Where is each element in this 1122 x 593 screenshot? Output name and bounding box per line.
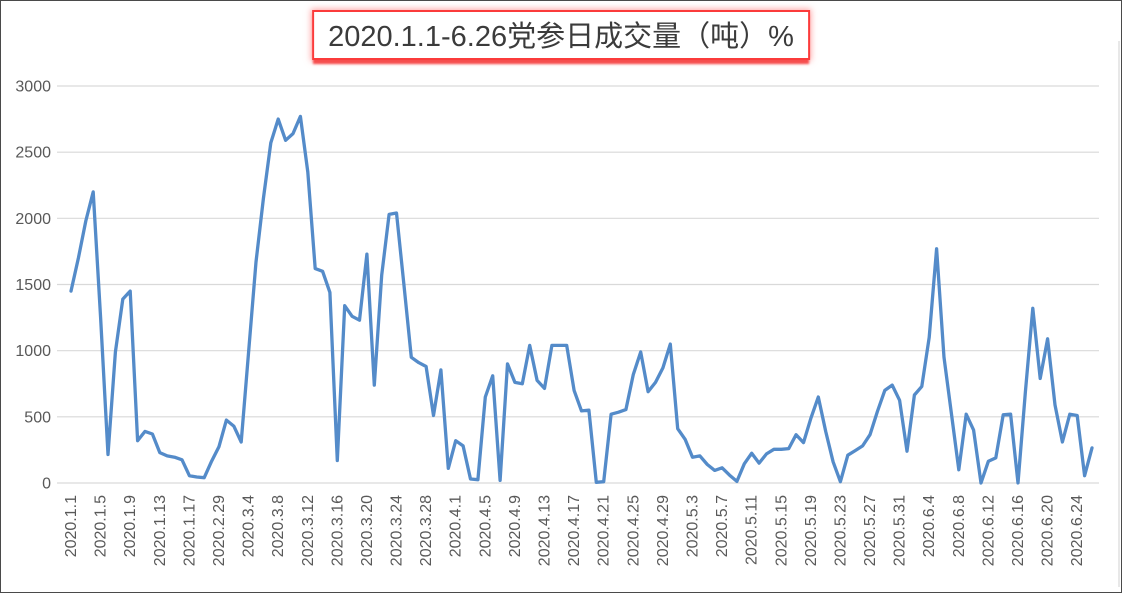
x-axis-tick-label: 2020.5.7 [714,495,731,557]
y-axis-tick-label: 0 [42,476,51,493]
x-axis-tick-label: 2020.3.8 [270,495,287,557]
x-axis-tick-label: 2020.5.31 [892,495,909,566]
volume-line-series [69,114,1094,485]
x-axis-tick-label: 2020.1.9 [122,495,139,557]
x-axis-tick-label: 2020.3.12 [300,495,317,566]
x-axis-tick-label: 2020.4.25 [625,495,642,566]
x-axis-tick-label: 2020.1.1 [63,495,80,557]
y-axis-tick-label: 500 [24,409,51,426]
x-axis-tick-label: 2020.3.20 [359,495,376,566]
x-axis-tick-label: 2020.6.16 [1010,495,1027,566]
x-axis-tick-label: 2020.3.4 [241,495,258,557]
y-axis-tick-label: 1000 [15,343,51,360]
x-axis-tick-label: 2020.5.27 [862,495,879,566]
x-axis-tick-label: 2020.3.28 [418,495,435,566]
x-axis-tick-label: 2020.6.24 [1069,495,1086,566]
x-axis-tick-label: 2020.3.24 [389,495,406,566]
x-axis-tick-label: 2020.5.11 [744,495,761,565]
x-axis-tick-label: 2020.4.9 [507,495,524,557]
x-axis-tick-label: 2020.2.29 [211,495,228,566]
y-axis-tick-label: 3000 [15,79,51,96]
x-axis-tick-label: 2020.1.5 [93,495,110,557]
x-axis-tick-label: 2020.3.16 [329,495,346,566]
x-axis-tick-label: 2020.4.29 [655,495,672,566]
x-axis-tick-label: 2020.5.23 [832,495,849,566]
y-axis-tick-label: 2000 [15,211,51,228]
x-axis-tick-label: 2020.1.17 [181,495,198,566]
y-axis-tick-label: 2500 [15,145,51,162]
x-axis-tick-label: 2020.4.5 [477,495,494,557]
x-axis-tick-label: 2020.4.17 [566,495,583,566]
x-axis-tick-label: 2020.1.13 [152,495,169,566]
x-axis-tick-label: 2020.6.4 [921,495,938,557]
x-axis-tick-label: 2020.4.13 [537,495,554,566]
x-axis-tick-label: 2020.4.1 [448,495,465,557]
chart-title: 2020.1.1-6.26党参日成交量（吨）% [312,10,810,60]
x-axis-tick-label: 2020.5.3 [684,495,701,557]
x-axis-tick-label: 2020.6.8 [951,495,968,557]
x-axis-tick-label: 2020.5.19 [803,495,820,566]
x-axis-tick-label: 2020.6.20 [1040,495,1057,566]
x-axis-tick-label: 2020.4.21 [596,495,613,566]
x-axis-tick-label: 2020.5.15 [773,495,790,566]
x-axis-tick-label: 2020.6.12 [980,495,997,566]
y-axis-tick-label: 1500 [15,277,51,294]
